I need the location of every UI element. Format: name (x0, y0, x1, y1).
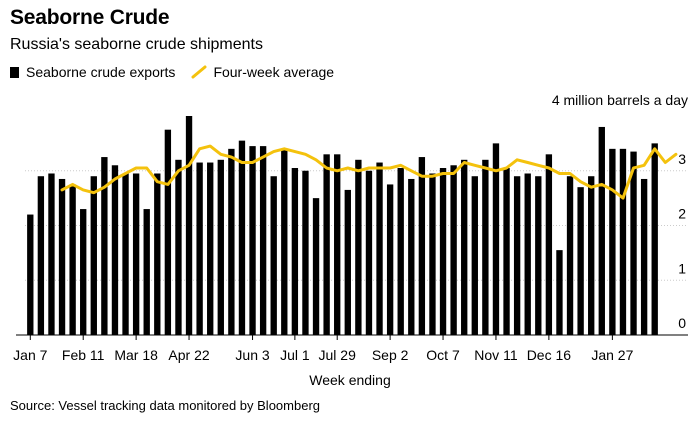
bar-16 (196, 162, 203, 335)
x-axis-title: Week ending (309, 372, 390, 388)
bar-18 (217, 159, 224, 335)
line-swatch-icon (191, 65, 207, 79)
bar-11 (143, 209, 150, 335)
bar-15 (185, 116, 193, 335)
bar-43 (482, 159, 489, 335)
bar-41 (461, 159, 468, 335)
bar-28 (323, 154, 330, 335)
bar-31 (355, 159, 362, 335)
bar-21 (249, 146, 256, 335)
bar-13 (164, 129, 172, 335)
bar-8 (111, 165, 119, 335)
bar-36 (408, 178, 415, 335)
bar-32 (365, 170, 373, 335)
y-unit-label: 4 million barrels a day (552, 92, 688, 108)
bar-46 (513, 176, 521, 335)
bar-56 (619, 148, 627, 335)
bar-6 (90, 176, 97, 335)
bar-38 (429, 173, 436, 335)
bar-14 (175, 159, 182, 335)
x-tick-label: Jun 3 (235, 347, 269, 363)
bar-52 (577, 187, 584, 335)
x-tick-label: Sep 2 (372, 347, 409, 363)
bar-17 (207, 162, 214, 335)
y-tick-label-3: 3 (678, 151, 686, 167)
bar-45 (503, 168, 510, 335)
bar-40 (450, 165, 457, 335)
x-tick-label: Oct 7 (426, 347, 460, 363)
bar-22 (259, 146, 267, 335)
bar-58 (640, 178, 648, 335)
x-tick-label: Apr 22 (168, 347, 209, 363)
bar-23 (270, 176, 277, 335)
bar-29 (334, 154, 341, 335)
x-tick-label: Jan 7 (13, 347, 47, 363)
x-tick-label: Nov 11 (474, 347, 518, 363)
bar-59 (651, 143, 658, 335)
bar-9 (122, 173, 129, 335)
chart-subtitle: Russia's seaborne crude shipments (10, 36, 263, 53)
y-tick-label-2: 2 (678, 206, 686, 222)
x-tick-label: Jan 27 (591, 347, 633, 363)
bar-3 (58, 178, 66, 335)
source-note: Source: Vessel tracking data monitored b… (10, 398, 321, 413)
bar-34 (386, 184, 394, 335)
y-tick-label-0: 0 (678, 315, 686, 331)
bar-57 (630, 151, 637, 335)
x-tick-label: Dec 16 (527, 347, 572, 363)
four-week-average-line (60, 144, 678, 200)
bar-50 (556, 250, 563, 335)
bar-55 (609, 148, 616, 335)
bar-5 (80, 209, 87, 335)
bar-42 (471, 176, 478, 335)
bar-44 (492, 143, 500, 335)
bar-53 (588, 176, 595, 335)
bar-25 (291, 168, 299, 335)
bar-48 (535, 176, 542, 335)
bar-51 (566, 176, 574, 335)
bar-19 (228, 148, 235, 335)
bar-20 (238, 140, 246, 335)
bar-35 (397, 168, 404, 335)
bar-39 (439, 168, 447, 335)
bar-37 (418, 157, 426, 335)
bar-7 (101, 157, 108, 335)
bar-47 (524, 173, 531, 335)
x-tick-label: Mar 18 (114, 347, 158, 363)
legend: Seaborne crude exports Four-week average (10, 64, 350, 80)
bar-33 (376, 162, 383, 335)
bar-0 (27, 214, 34, 335)
bar-1 (37, 176, 45, 335)
bar-54 (598, 126, 605, 335)
bar-2 (48, 173, 55, 335)
chart-title: Seaborne Crude (10, 6, 170, 29)
bar-49 (545, 154, 553, 335)
legend-item-line: Four-week average (191, 64, 334, 80)
bar-27 (312, 198, 320, 335)
x-tick-label: Jul 29 (319, 347, 357, 363)
bar-10 (132, 173, 140, 335)
bar-swatch-icon (10, 66, 19, 78)
bar-24 (281, 148, 288, 335)
legend-item-bars: Seaborne crude exports (10, 64, 175, 80)
bar-12 (154, 173, 161, 335)
y-tick-label-1: 1 (678, 260, 686, 276)
x-tick-label: Feb 11 (62, 347, 105, 363)
legend-line-label: Four-week average (213, 64, 335, 80)
bar-30 (344, 189, 351, 335)
legend-bars-label: Seaborne crude exports (26, 64, 176, 80)
bar-4 (69, 184, 76, 335)
bar-26 (302, 170, 309, 335)
x-tick-label: Jul 1 (280, 347, 310, 363)
